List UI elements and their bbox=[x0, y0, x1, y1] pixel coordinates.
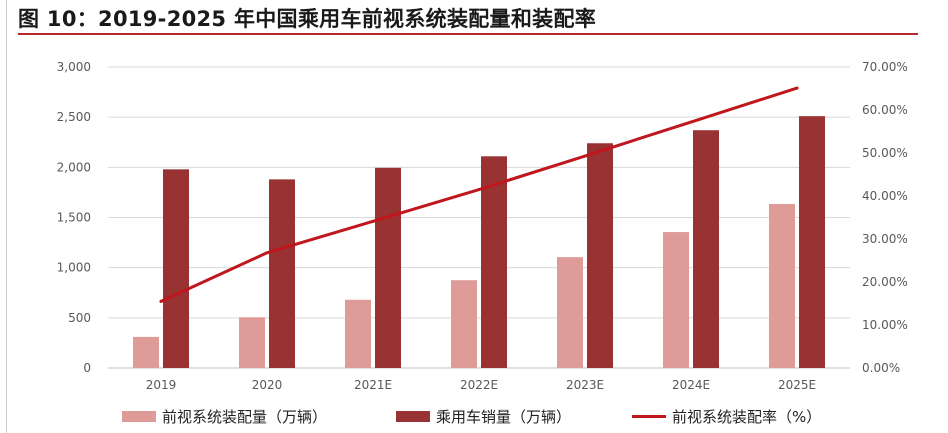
line-rate-point bbox=[583, 154, 587, 158]
x-tick-label: 2024E bbox=[672, 378, 710, 392]
chart-area: 0 500 1,000 1,500 2,000 2,500 3,000 0.00% 10.00%… bbox=[57, 60, 908, 392]
bar-installed bbox=[239, 317, 265, 368]
bar-sales bbox=[693, 130, 719, 368]
legend-label-sales: 乘用车销量（万辆） bbox=[436, 407, 572, 426]
line-rate-point bbox=[265, 251, 269, 255]
y-left-tick-label: 1,000 bbox=[57, 261, 91, 275]
x-tick-label: 2021E bbox=[354, 378, 392, 392]
bar-sales bbox=[163, 169, 189, 368]
bar-installed bbox=[133, 336, 159, 368]
bar-installed bbox=[769, 203, 795, 368]
y-right-tick-label: 60.00% bbox=[862, 103, 908, 117]
y-left-tick-label: 2,000 bbox=[57, 160, 91, 174]
x-tick-label: 2020 bbox=[252, 378, 283, 392]
bar-installed bbox=[557, 257, 583, 368]
line-rate-point bbox=[795, 86, 799, 90]
bar-sales bbox=[799, 116, 825, 368]
legend-item-rate: 前视系统装配率（%） bbox=[632, 404, 821, 428]
line-rate-point bbox=[159, 299, 163, 303]
bar-installed bbox=[345, 299, 371, 368]
bar-installed bbox=[451, 280, 477, 368]
y-left-tick-label: 3,000 bbox=[57, 60, 91, 74]
page-left-border bbox=[6, 0, 7, 433]
line-rate-point bbox=[371, 219, 375, 223]
y-right-tick-label: 20.00% bbox=[862, 275, 908, 289]
bar-sales bbox=[481, 156, 507, 368]
legend-label-rate: 前视系统装配率（%） bbox=[672, 407, 822, 426]
y-right-tick-label: 70.00% bbox=[862, 60, 908, 74]
y-right-tick-label: 0.00% bbox=[862, 361, 900, 375]
x-tick-label: 2025E bbox=[778, 378, 816, 392]
y-right-tick-label: 40.00% bbox=[862, 189, 908, 203]
y-left-tick-label: 500 bbox=[68, 311, 91, 325]
x-tick-label: 2022E bbox=[460, 378, 498, 392]
y-left-tick-label: 0 bbox=[83, 361, 91, 375]
legend-item-sales: 乘用车销量（万辆） bbox=[396, 404, 571, 428]
legend: 前视系统装配量（万辆） 乘用车销量（万辆） 前视系统装配率（%） bbox=[0, 404, 948, 428]
title-underline bbox=[18, 33, 918, 35]
y-right-tick-label: 30.00% bbox=[862, 232, 908, 246]
line-rate-point bbox=[477, 188, 481, 192]
legend-swatch-rate bbox=[632, 414, 666, 418]
bar-sales bbox=[269, 179, 295, 368]
legend-label-installed: 前视系统装配量（万辆） bbox=[162, 407, 328, 426]
y-right-tick-label: 10.00% bbox=[862, 318, 908, 332]
bar-sales bbox=[375, 167, 401, 368]
line-rate-point bbox=[689, 120, 693, 124]
y-left-tick-label: 1,500 bbox=[57, 211, 91, 225]
y-right-tick-label: 50.00% bbox=[862, 146, 908, 160]
x-tick-label: 2023E bbox=[566, 378, 604, 392]
legend-swatch-installed bbox=[122, 410, 156, 422]
bar-installed bbox=[663, 232, 689, 368]
legend-swatch-sales bbox=[396, 410, 430, 422]
legend-item-installed: 前视系统装配量（万辆） bbox=[122, 404, 327, 428]
chart-title: 图 10：2019-2025 年中国乘用车前视系统装配量和装配率 bbox=[18, 7, 597, 31]
y-left-tick-label: 2,500 bbox=[57, 110, 91, 124]
bar-sales bbox=[587, 143, 613, 368]
x-tick-label: 2019 bbox=[146, 378, 177, 392]
